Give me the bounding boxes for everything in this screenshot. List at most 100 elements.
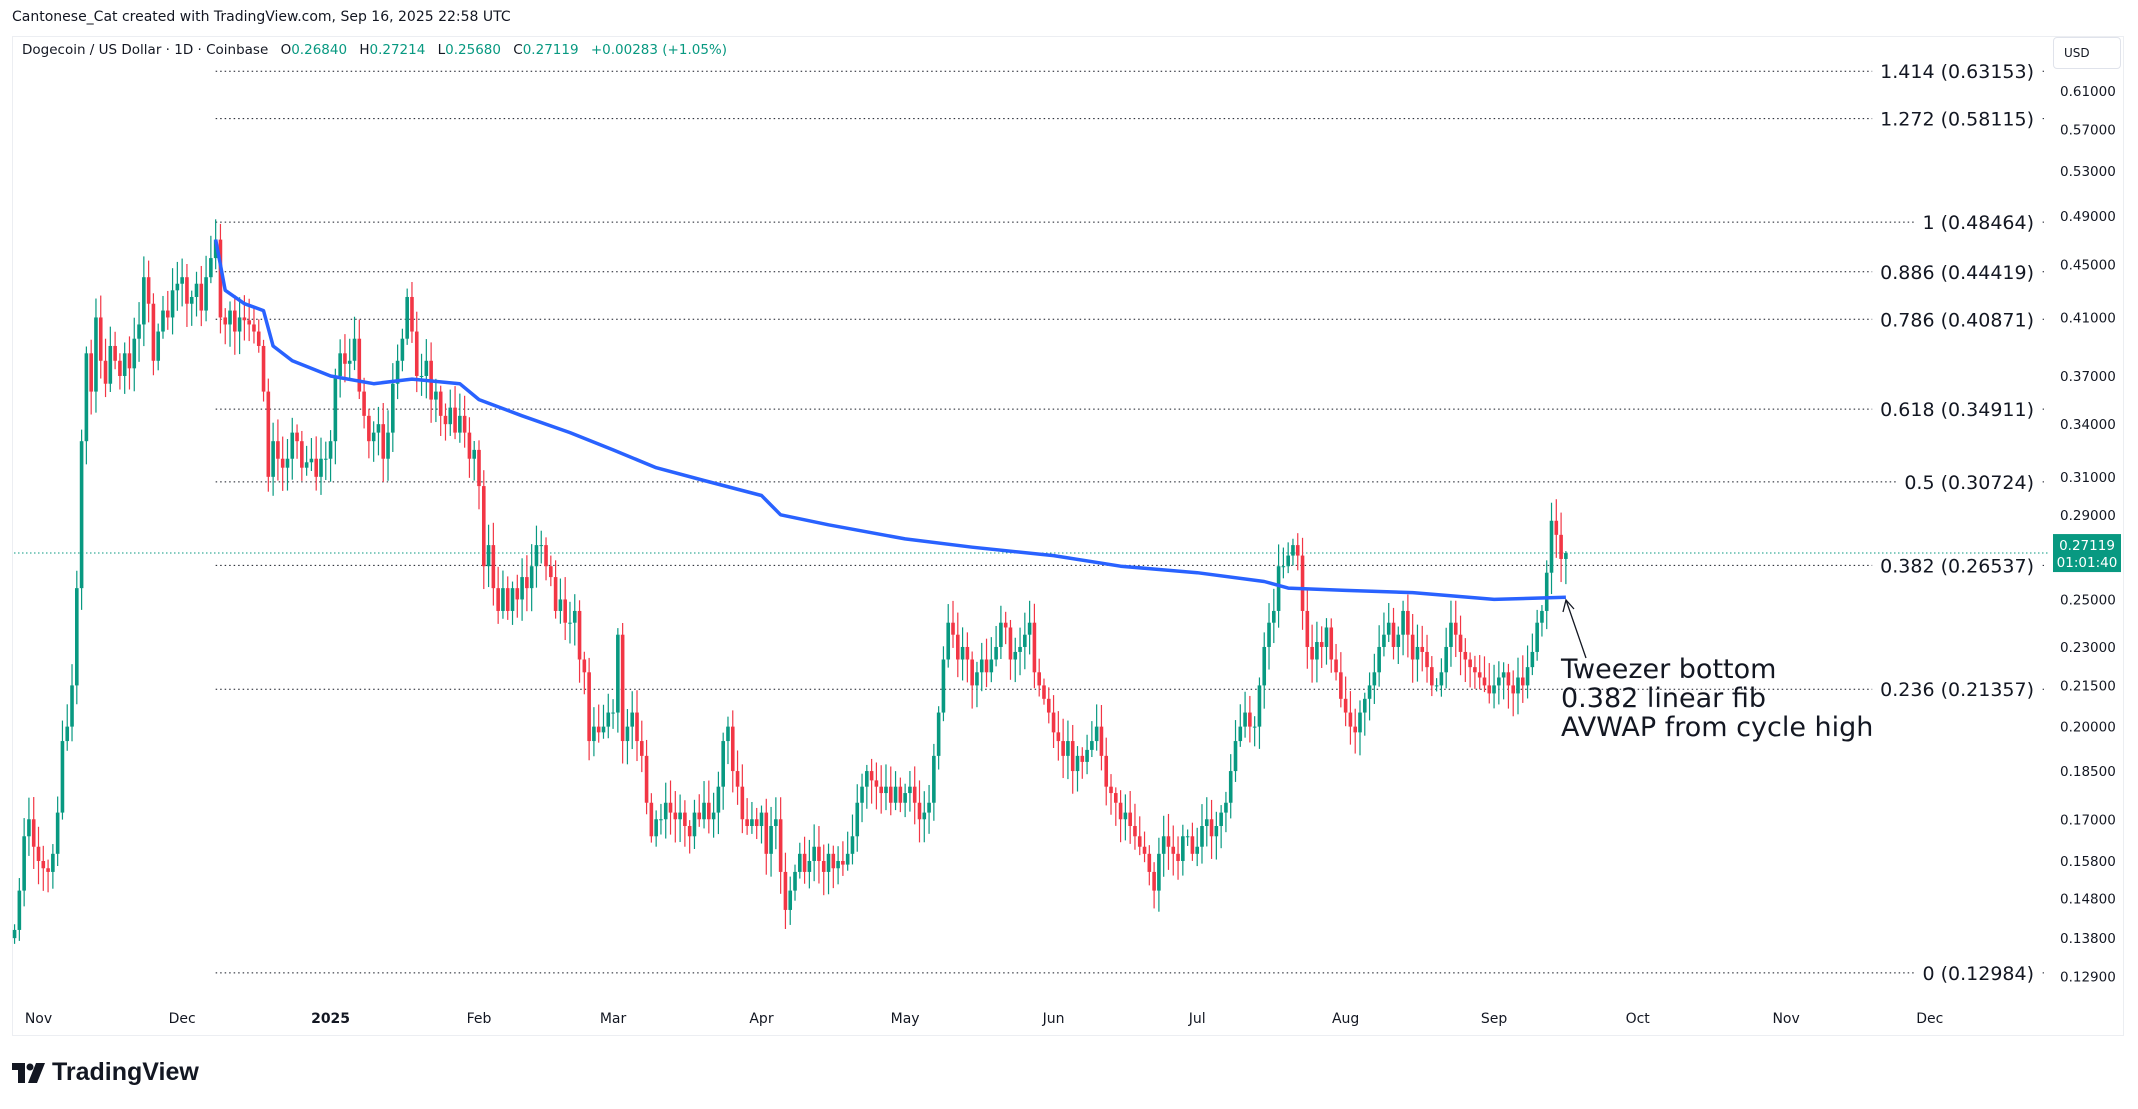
candle-body: [812, 846, 816, 861]
price-tick-label: 0.13800: [2060, 931, 2116, 947]
candle-body: [1358, 712, 1362, 733]
price-tick-label: 0.23000: [2060, 640, 2116, 656]
candle-body: [462, 415, 467, 433]
fib-label: 0.236 (0.21357): [1880, 679, 2034, 701]
candle-body: [1099, 726, 1104, 756]
candle-body: [352, 338, 357, 361]
candle-body: [774, 819, 778, 827]
candle-body: [558, 599, 563, 611]
candle-body: [333, 375, 338, 442]
candle-body: [1027, 622, 1032, 635]
avwap-line: [213, 239, 1566, 602]
candle-body: [108, 345, 113, 384]
candle-body: [218, 239, 223, 318]
candle-body: [410, 296, 414, 332]
candle-body: [941, 659, 946, 713]
candle-body: [1157, 853, 1161, 891]
tradingview-logo[interactable]: TradingView: [12, 1058, 199, 1087]
candle-body: [400, 338, 405, 361]
candle-body: [1018, 646, 1022, 652]
candle-body: [1080, 755, 1085, 762]
arrow-head-icon: [1562, 598, 1575, 613]
candle-body: [903, 793, 907, 803]
time-tick-label: Sep: [1481, 1011, 1508, 1027]
candle-body: [242, 317, 247, 321]
candle-body: [386, 432, 390, 459]
candle-body: [1037, 672, 1041, 686]
candle-body: [113, 345, 117, 361]
candle-body: [821, 860, 826, 872]
candle-body: [884, 786, 888, 794]
candle-body: [932, 755, 936, 803]
candle-body: [563, 599, 567, 623]
candle-body: [979, 659, 984, 673]
candle-body: [1511, 685, 1516, 694]
candle-body: [1564, 553, 1568, 559]
candle-body: [1046, 698, 1051, 713]
candle-body: [357, 338, 362, 392]
candle-body: [70, 685, 74, 727]
candle-body: [644, 755, 649, 803]
candle-body: [1276, 566, 1281, 611]
candle-body: [285, 458, 290, 468]
price-tick-label: 0.45000: [2060, 257, 2116, 273]
candle-body: [1501, 672, 1506, 678]
candle-body: [328, 441, 333, 459]
candle-body: [1013, 651, 1018, 660]
candle-body: [1262, 646, 1267, 686]
candle-body: [1406, 610, 1410, 635]
candle-body: [1204, 819, 1209, 827]
candle-body: [319, 458, 323, 477]
currency-button[interactable]: USD: [2053, 37, 2121, 69]
candle-body: [836, 860, 840, 869]
candle-body: [625, 726, 630, 742]
annotation-arrow: [1565, 599, 1587, 659]
last-price-badge: [2053, 534, 2121, 573]
candle-body: [544, 545, 548, 567]
candle-body: [1042, 685, 1046, 699]
bar-countdown: 01:01:40: [2057, 555, 2118, 571]
candle-body: [1166, 836, 1171, 847]
candle-body: [975, 672, 979, 686]
candle-body: [1233, 741, 1238, 772]
avwap-polyline: [213, 239, 1566, 602]
candle-body: [1434, 685, 1439, 687]
price-tick-label: 0.15800: [2060, 854, 2116, 870]
candle-body: [1056, 732, 1061, 742]
symbol-name[interactable]: Dogecoin / US Dollar · 1D · Coinbase: [22, 42, 269, 58]
candle-body: [199, 283, 204, 311]
candle-body: [84, 353, 89, 442]
candle-body: [1291, 545, 1295, 556]
time-tick-label: 2025: [311, 1011, 350, 1027]
candle-body: [577, 610, 582, 660]
candle-body: [1243, 712, 1247, 727]
candle-body: [189, 296, 194, 304]
candle-body: [965, 646, 970, 660]
candle-body: [175, 283, 180, 291]
candle-body: [261, 345, 266, 392]
price-tick-label: 0.18500: [2060, 764, 2116, 780]
price-tick-label: 0.31000: [2060, 470, 2116, 486]
candle-body: [1161, 836, 1166, 854]
candle-body: [1267, 622, 1271, 647]
candle-body: [300, 441, 304, 468]
candle-body: [414, 331, 419, 376]
candle-body: [142, 277, 146, 325]
candle-body: [266, 391, 271, 477]
candle-body: [1051, 712, 1056, 733]
price-tick-label: 0.14800: [2060, 891, 2116, 907]
candle-body: [27, 819, 31, 837]
candle-body: [673, 812, 678, 820]
candle-body: [529, 566, 534, 589]
candle-body: [702, 802, 706, 820]
candle-body: [1425, 651, 1429, 668]
candle-body: [989, 659, 994, 673]
candle-body: [1176, 853, 1180, 861]
candle-body: [1066, 741, 1070, 756]
candle-body: [1377, 646, 1381, 673]
fib-levels: 1.414 (0.63153) 1.272 (0.58115) 1 (0.48464…: [215, 61, 2044, 985]
candle-body: [247, 320, 251, 325]
candle-body: [1133, 826, 1137, 837]
candle-body: [127, 353, 132, 369]
